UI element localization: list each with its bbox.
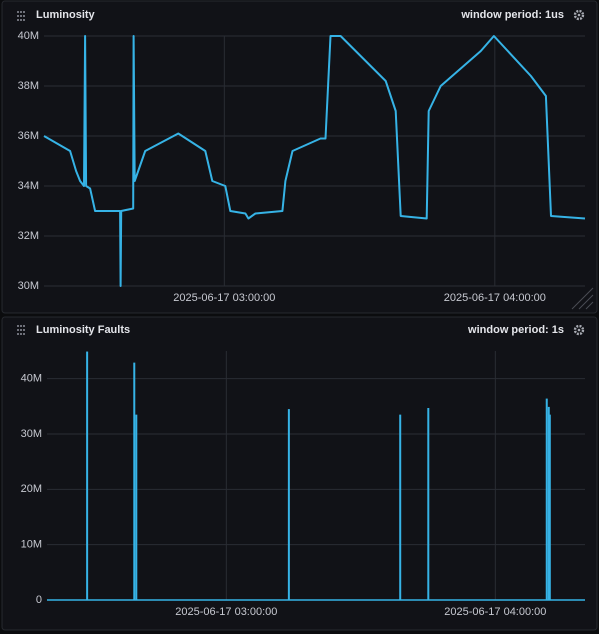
bar bbox=[133, 362, 136, 600]
y-tick-label: 34M bbox=[18, 180, 39, 192]
y-tick-label: 30M bbox=[21, 428, 42, 440]
y-tick-label: 32M bbox=[18, 230, 39, 242]
y-tick-label: 40M bbox=[18, 30, 39, 42]
panel-subtitle: window period: 1s bbox=[467, 324, 564, 336]
y-tick-label: 10M bbox=[21, 539, 42, 551]
panel bbox=[1, 316, 598, 631]
settings-icon[interactable] bbox=[573, 9, 585, 21]
bar bbox=[547, 406, 550, 600]
bar bbox=[548, 414, 551, 600]
settings-icon[interactable] bbox=[573, 324, 585, 336]
drag-handle[interactable] bbox=[17, 325, 25, 335]
line bbox=[43, 35, 586, 287]
bar bbox=[427, 407, 430, 600]
resize-handle[interactable] bbox=[571, 287, 594, 310]
y-tick-label: 38M bbox=[18, 80, 39, 92]
y-tick-label: 0 bbox=[36, 594, 42, 606]
y-tick-label: 40M bbox=[21, 373, 42, 385]
bar bbox=[545, 398, 548, 600]
bar bbox=[86, 351, 89, 600]
bar bbox=[287, 409, 290, 600]
y-tick-label: 20M bbox=[21, 483, 42, 495]
y-tick-label: 36M bbox=[18, 130, 39, 142]
x-tick-label: 2025-06-17 04:00:00 bbox=[444, 292, 546, 304]
y-tick-label: 30M bbox=[18, 280, 39, 292]
drag-handle[interactable] bbox=[17, 11, 25, 21]
bar bbox=[135, 414, 138, 600]
x-tick-label: 2025-06-17 04:00:00 bbox=[444, 606, 546, 618]
x-tick-label: 2025-06-17 03:00:00 bbox=[173, 292, 275, 304]
panel-title: Luminosity Faults bbox=[36, 324, 130, 336]
panel bbox=[1, 0, 598, 314]
panel-subtitle: window period: 1us bbox=[460, 9, 564, 21]
x-tick-label: 2025-06-17 03:00:00 bbox=[175, 606, 277, 618]
panel-title: Luminosity bbox=[36, 9, 96, 21]
bar bbox=[399, 414, 402, 600]
